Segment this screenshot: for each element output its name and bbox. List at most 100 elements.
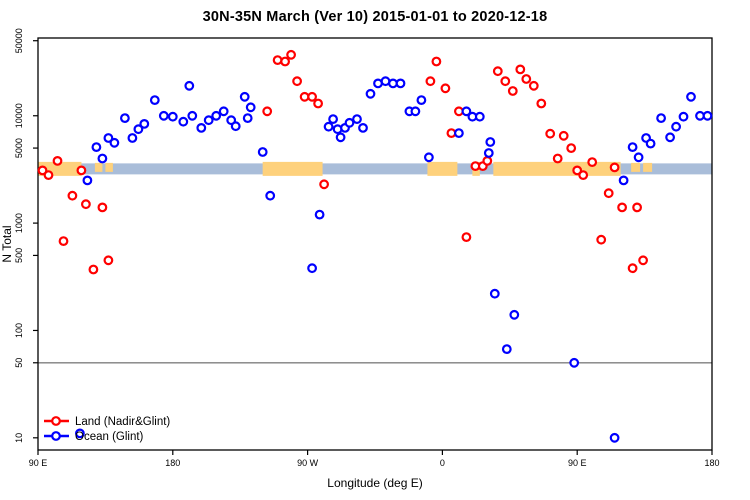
data-point-ocean [485, 137, 496, 147]
data-point-ocean [178, 116, 189, 127]
data-point-land [103, 255, 114, 266]
y-tick-label: 500 [14, 248, 24, 263]
data-point-ocean [265, 190, 276, 201]
data-point-ocean [139, 118, 150, 129]
data-point-ocean [483, 148, 494, 158]
data-point-land [319, 179, 330, 190]
data-point-ocean [509, 309, 520, 320]
data-point-land [431, 56, 442, 67]
data-point-ocean [410, 106, 421, 117]
data-point-ocean [335, 132, 346, 143]
x-tick-label: 90 W [297, 458, 319, 468]
data-point-ocean [332, 124, 343, 135]
data-point-land [313, 98, 324, 109]
data-point-ocean [149, 95, 160, 105]
data-point-land [97, 202, 108, 213]
data-point-ocean [91, 142, 102, 153]
ocean-band [38, 163, 712, 175]
data-point-land [88, 264, 99, 275]
land-band-partial-segment [94, 162, 103, 172]
data-point-ocean [461, 106, 472, 117]
land-band-partial-segment [105, 162, 113, 172]
data-point-land [603, 188, 614, 199]
legend-label-ocean: Ocean (Glint) [75, 431, 144, 443]
data-point-ocean [501, 344, 512, 355]
data-point-ocean [424, 152, 434, 163]
data-point-ocean [454, 128, 464, 139]
y-tick-label: 50000 [14, 28, 24, 53]
y-tick-label: 10000 [14, 103, 24, 128]
data-point-land [521, 74, 532, 84]
data-point-ocean [74, 428, 85, 439]
data-point-ocean [365, 88, 376, 99]
data-point-land [552, 153, 563, 164]
data-point-ocean [211, 110, 222, 121]
data-point-land [440, 83, 451, 94]
data-point-ocean [127, 133, 138, 143]
x-tick-label: 180 [704, 458, 719, 468]
data-point-land [461, 232, 472, 243]
data-point-ocean [239, 91, 250, 102]
data-point-ocean [352, 114, 362, 124]
data-point-land [528, 80, 539, 91]
data-point-ocean [196, 122, 207, 133]
data-point-ocean [245, 102, 256, 113]
x-tick-label: 180 [165, 458, 180, 468]
data-point-ocean [257, 147, 268, 157]
data-point-ocean [184, 80, 195, 91]
data-point-land [558, 130, 569, 141]
data-point-land [632, 202, 642, 213]
x-axis-title: Longitude (deg E) [327, 476, 422, 490]
land-band-segment [427, 161, 458, 176]
data-point-ocean [656, 113, 666, 123]
data-point-land [272, 55, 283, 65]
data-point-ocean [167, 111, 178, 122]
data-point-land [286, 49, 297, 60]
data-point-land [58, 236, 69, 247]
data-point-land [536, 98, 547, 109]
data-point-land [292, 76, 303, 87]
data-point-land [617, 202, 627, 213]
legend-symbol-ocean [51, 431, 61, 441]
data-point-ocean [569, 357, 580, 368]
data-point-ocean [489, 288, 500, 299]
data-point-land [80, 199, 91, 210]
data-point-ocean [97, 153, 108, 164]
data-point-ocean [218, 106, 229, 117]
data-point-land [587, 157, 598, 168]
data-point-ocean [230, 121, 241, 132]
data-point-land [507, 86, 518, 96]
y-tick-label: 50 [14, 358, 24, 368]
data-point-land [492, 66, 503, 77]
data-point-land [37, 165, 48, 176]
x-tick-label: 0 [440, 458, 445, 468]
x-tick-label: 90 E [29, 458, 48, 468]
legend-symbol-land [51, 416, 61, 426]
data-point-land [52, 155, 63, 166]
data-point-land [67, 190, 78, 201]
chart-title: 30N-35N March (Ver 10) 2015-01-01 to 202… [202, 9, 548, 25]
data-point-land [609, 162, 620, 173]
land-band-segment [262, 161, 323, 176]
data-point-ocean [633, 152, 644, 163]
legend-label-land: Land (Nadir&Glint) [75, 416, 170, 428]
data-point-ocean [618, 175, 629, 186]
data-point-ocean [133, 124, 144, 135]
land-band-partial-segment [631, 162, 641, 172]
data-point-land [500, 76, 511, 87]
data-point-ocean [323, 121, 334, 132]
data-point-ocean [82, 175, 93, 186]
data-point-ocean [474, 111, 485, 122]
data-point-land [596, 234, 607, 245]
data-point-land [76, 165, 87, 176]
data-point-ocean [686, 91, 696, 102]
x-tick-label: 90 E [568, 458, 587, 468]
data-point-land [572, 165, 583, 176]
land-band-segment [493, 161, 621, 176]
data-point-ocean [358, 122, 368, 133]
data-point-land [578, 170, 589, 181]
data-point-land [43, 170, 54, 181]
data-point-land [425, 76, 436, 87]
y-axis-title: N Total [0, 225, 14, 262]
y-tick-label: 1000 [14, 213, 24, 233]
